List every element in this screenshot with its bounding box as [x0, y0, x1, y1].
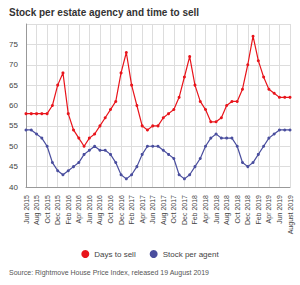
svg-text:Feb 2017: Feb 2017 — [128, 195, 135, 225]
svg-text:65: 65 — [9, 81, 18, 90]
svg-text:Dec 2017: Dec 2017 — [181, 195, 188, 225]
svg-text:Apr 2019: Apr 2019 — [265, 195, 273, 224]
svg-text:Jun 2016: Jun 2016 — [86, 195, 93, 224]
svg-text:Apr 2018: Apr 2018 — [202, 195, 210, 224]
svg-text:Days to sell: Days to sell — [94, 250, 136, 259]
svg-text:Apr 2016: Apr 2016 — [75, 195, 83, 224]
svg-text:Jun 2015: Jun 2015 — [23, 195, 30, 224]
svg-text:Oct 2018: Oct 2018 — [234, 195, 241, 224]
svg-text:Dec 2016: Dec 2016 — [118, 195, 125, 225]
svg-text:Feb 2019: Feb 2019 — [255, 195, 262, 225]
svg-text:45: 45 — [9, 162, 18, 171]
svg-text:50: 50 — [9, 142, 18, 151]
svg-text:Dec 2015: Dec 2015 — [54, 195, 61, 225]
svg-text:Oct 2015: Oct 2015 — [44, 195, 51, 224]
svg-text:Stock per estate agency and ti: Stock per estate agency and time to sell — [9, 7, 199, 18]
svg-text:70: 70 — [9, 60, 18, 69]
svg-text:Aug 2018: Aug 2018 — [223, 195, 231, 225]
svg-text:55: 55 — [9, 121, 18, 130]
svg-text:60: 60 — [9, 101, 18, 110]
svg-text:Jun 2019: Jun 2019 — [276, 195, 283, 224]
svg-text:Source: Rightmove House Price: Source: Rightmove House Price Index, rel… — [9, 269, 209, 277]
svg-text:Dec 2018: Dec 2018 — [244, 195, 251, 225]
svg-text:40: 40 — [9, 183, 18, 192]
svg-text:Stock per agent: Stock per agent — [163, 250, 220, 259]
svg-text:August 2019: August 2019 — [287, 195, 295, 234]
svg-text:Aug 2015: Aug 2015 — [33, 195, 41, 225]
svg-text:Jun 2017: Jun 2017 — [149, 195, 156, 224]
svg-text:Feb 2018: Feb 2018 — [191, 195, 198, 225]
svg-text:Apr 2017: Apr 2017 — [139, 195, 147, 224]
svg-text:Oct 2017: Oct 2017 — [170, 195, 177, 224]
svg-text:Feb 2016: Feb 2016 — [65, 195, 72, 225]
svg-text:Aug 2016: Aug 2016 — [96, 195, 104, 225]
svg-text:75: 75 — [9, 40, 18, 49]
svg-text:Aug 2017: Aug 2017 — [160, 195, 168, 225]
svg-text:Oct 2016: Oct 2016 — [107, 195, 114, 224]
svg-text:Jun 2018: Jun 2018 — [213, 195, 220, 224]
